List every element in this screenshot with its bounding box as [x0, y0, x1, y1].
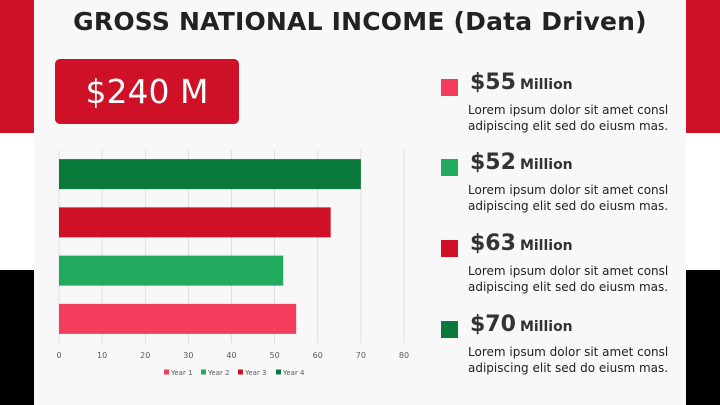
info-desc-line: Lorem ipsum dolor sit amet consl [468, 183, 669, 197]
info-amount-unit-1: Million [519, 77, 573, 93]
info-amount-unit-2: Million [519, 157, 573, 173]
info-desc-2: Lorem ipsum dolor sit amet consl adipisc… [468, 182, 668, 214]
slide-title: GROSS NATIONAL INCOME (Data Driven) [73, 7, 647, 36]
info-amount-2: $52 Million [470, 150, 573, 175]
x-tick-label: 80 [399, 351, 409, 360]
info-amount-value-4: $70 [470, 312, 516, 337]
right-red-accent [686, 0, 720, 133]
info-desc-1: Lorem ipsum dolor sit amet consl adipisc… [468, 102, 668, 134]
x-tick-label: 70 [356, 351, 366, 360]
bar-year-4 [59, 159, 361, 190]
info-desc-4: Lorem ipsum dolor sit amet consl adipisc… [468, 344, 668, 376]
x-tick-label: 30 [183, 351, 193, 360]
legend-label: Year 2 [207, 369, 230, 377]
info-desc-line: adipiscing elit sed do eiusm mas. [468, 361, 669, 375]
info-amount-value-1: $55 [470, 70, 516, 95]
info-swatch-1 [441, 79, 458, 96]
info-swatch-3 [441, 240, 458, 257]
x-tick-label: 0 [56, 351, 61, 360]
info-amount-value-3: $63 [470, 231, 516, 256]
legend-swatch [201, 369, 206, 375]
info-amount-3: $63 Million [470, 231, 573, 256]
info-swatch-2 [441, 159, 458, 176]
info-desc-line: adipiscing elit sed do eiusm mas. [468, 199, 669, 213]
info-desc-line: Lorem ipsum dolor sit amet consl [468, 103, 669, 117]
x-tick-label: 40 [226, 351, 236, 360]
bar-year-1 [59, 303, 297, 334]
x-tick-label: 20 [140, 351, 150, 360]
legend-label: Year 4 [282, 369, 305, 377]
info-desc-line: adipiscing elit sed do eiusm mas. [468, 119, 669, 133]
legend-label: Year 3 [244, 369, 267, 377]
legend-swatch [164, 369, 169, 375]
x-tick-label: 50 [270, 351, 280, 360]
info-desc-line: Lorem ipsum dolor sit amet consl [468, 345, 669, 359]
info-amount-unit-4: Million [519, 319, 573, 335]
x-tick-label: 10 [97, 351, 107, 360]
info-desc-line: adipiscing elit sed do eiusm mas. [468, 280, 669, 294]
bar-year-2 [59, 255, 284, 286]
info-swatch-4 [441, 321, 458, 338]
bar-year-3 [59, 207, 331, 238]
x-tick-label: 60 [313, 351, 323, 360]
left-red-accent [0, 0, 34, 133]
legend-label: Year 1 [170, 369, 193, 377]
legend-swatch [276, 369, 281, 375]
info-amount-4: $70 Million [470, 312, 573, 337]
info-desc-line: Lorem ipsum dolor sit amet consl [468, 264, 669, 278]
info-amount-value-2: $52 [470, 150, 516, 175]
info-amount-1: $55 Million [470, 70, 573, 95]
info-amount-unit-3: Million [519, 238, 573, 254]
total-value: $240 M [85, 72, 209, 111]
legend-swatch [238, 369, 243, 375]
info-desc-3: Lorem ipsum dolor sit amet consl adipisc… [468, 263, 668, 295]
total-badge [55, 59, 239, 124]
